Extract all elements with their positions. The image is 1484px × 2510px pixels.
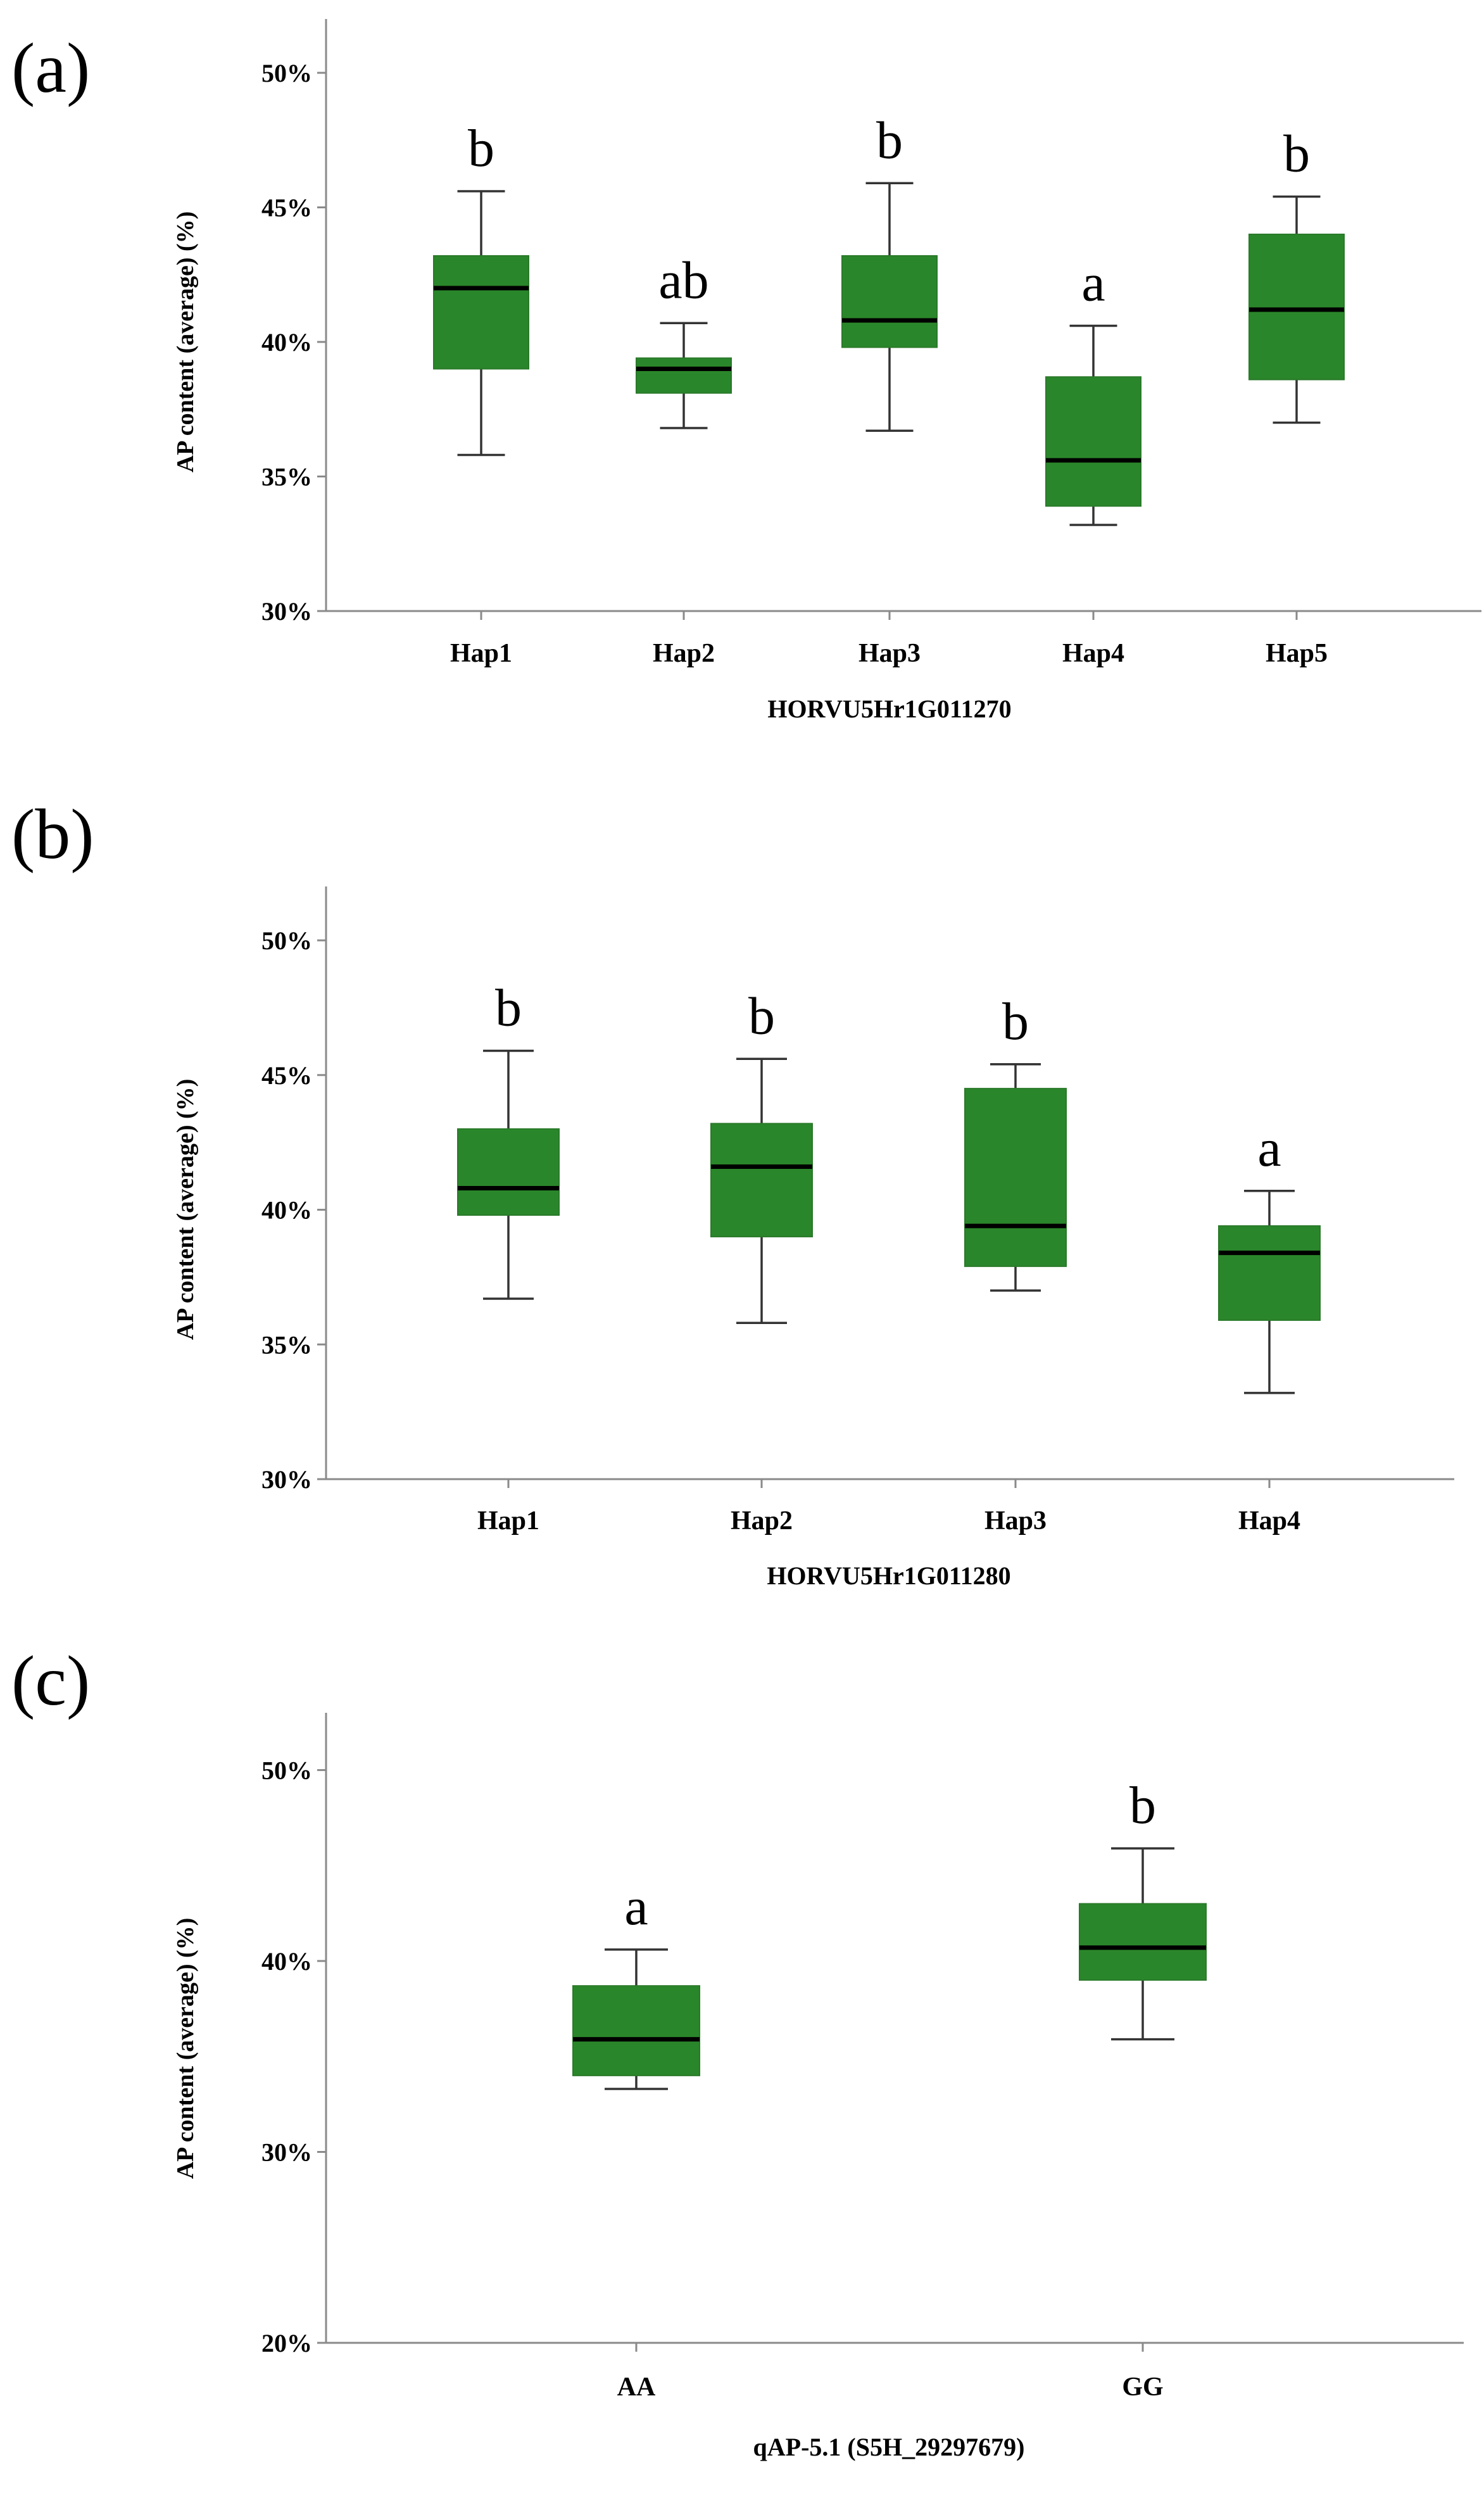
box-hap5: b [1248,125,1345,424]
significance-letter: b [468,119,494,178]
iqr-box [710,1123,813,1238]
box-gg: b [1079,1776,1207,2041]
x-tick-label: Hap2 [653,639,715,668]
box-hap4: a [1045,254,1141,526]
significance-letter: a [624,1877,648,1936]
y-tick-label: 20% [261,2329,312,2357]
x-tick-label: GG [1122,2373,1163,2402]
x-tick-label: Hap5 [1266,639,1328,668]
chart-panel-1: (b) 30% 35% 40% 45% 50% b Hap1 b Hap2 b Hap3 a Hap4 HO… [11,795,1454,1590]
y-axis-title: AP content (average) (%) [172,1918,199,2179]
box-aa: a [572,1877,700,2090]
x-axis-title: HORVU5Hr1G011270 [767,695,1011,723]
x-tick-label: AA [617,2373,656,2402]
box-hap4: a [1218,1119,1321,1394]
iqr-box [1079,1903,1207,1981]
x-tick-label: Hap2 [731,1506,793,1536]
y-tick-label: 30% [261,2138,312,2166]
panel-label: (a) [11,29,90,108]
y-tick-label: 30% [261,1465,312,1494]
x-tick-label: Hap3 [984,1506,1047,1536]
significance-letter: b [876,111,903,170]
y-tick-label: 30% [261,597,312,626]
x-tick-label: Hap4 [1062,639,1124,668]
box-hap3: b [964,992,1067,1292]
significance-letter: b [748,987,775,1045]
y-tick-label: 50% [261,1756,312,1784]
iqr-box [457,1128,560,1216]
x-tick-label: Hap1 [477,1506,539,1536]
box-hap1: b [433,119,529,457]
iqr-box [841,255,938,348]
significance-letter: b [1002,992,1029,1051]
y-tick-label: 35% [261,463,312,491]
y-tick-label: 40% [261,1947,312,1976]
y-tick-label: 35% [261,1330,312,1359]
iqr-box [636,357,732,394]
y-tick-label: 45% [261,194,312,222]
panel-label: (b) [11,795,94,874]
x-axis-title: HORVU5Hr1G011280 [767,1561,1010,1590]
chart-panel-0: (a) 30% 35% 40% 45% 50% b Hap1 ab Hap2 b Hap3 a Hap4 b… [11,19,1481,723]
significance-letter: a [1257,1119,1281,1178]
y-tick-label: 40% [261,328,312,356]
iqr-box [433,255,529,370]
significance-letter: b [1129,1776,1156,1835]
significance-letter: a [1081,254,1105,313]
chart-panel-2: (c) 20% 30% 40% 50% a AA b GG qAP-5.1 (S5H_292976… [11,1642,1464,2461]
iqr-box [572,1985,700,2076]
y-axis-title: AP content (average) (%) [172,1079,199,1340]
significance-letter: b [495,979,522,1038]
box-hap2: ab [636,251,732,429]
iqr-box [1248,234,1345,381]
iqr-box [1218,1225,1321,1321]
box-hap2: b [710,987,813,1324]
box-hap1: b [457,979,560,1300]
iqr-box [964,1088,1067,1267]
x-axis-title: qAP-5.1 (S5H_29297679) [753,2433,1025,2461]
y-tick-label: 50% [261,59,312,87]
y-axis-title: AP content (average) (%) [172,211,199,473]
significance-letter: ab [658,251,708,310]
y-tick-label: 45% [261,1061,312,1090]
panel-label: (c) [11,1642,90,1720]
y-tick-label: 40% [261,1196,312,1225]
y-tick-label: 50% [261,926,312,955]
x-tick-label: Hap4 [1238,1506,1300,1536]
x-tick-label: Hap3 [858,639,921,668]
iqr-box [1045,376,1141,507]
significance-letter: b [1283,125,1310,184]
box-hap3: b [841,111,938,432]
x-tick-label: Hap1 [450,639,512,668]
